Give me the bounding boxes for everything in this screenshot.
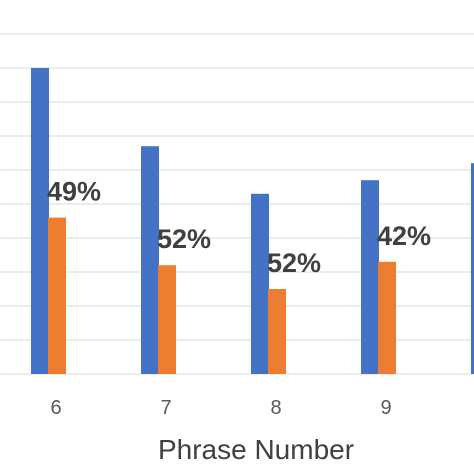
data-labels: 49% 52% 52% 42%	[47, 177, 431, 278]
data-label: 42%	[377, 221, 431, 251]
bar-series-2-cat-9	[378, 261, 396, 374]
bar-series-2-cat-7	[158, 265, 176, 374]
bars	[31, 68, 474, 374]
data-label: 52%	[157, 224, 211, 254]
bar-series-2-cat-6	[48, 217, 66, 374]
bar-series-1-cat-7	[141, 146, 159, 374]
bar-series-1-cat-10	[471, 163, 474, 374]
bar-series-1-cat-6	[31, 68, 49, 374]
data-label: 52%	[267, 248, 321, 278]
bar-series-1-cat-8	[251, 193, 269, 374]
bar-series-1-cat-9	[361, 180, 379, 374]
bar-series-2-cat-8	[268, 289, 286, 374]
x-tick-label: 6	[50, 397, 61, 419]
x-tick-label: 7	[160, 397, 171, 419]
gridlines	[0, 33, 474, 375]
data-label: 49%	[47, 177, 101, 207]
x-tick-label: 9	[380, 397, 391, 419]
x-tick-labels: 678910	[50, 397, 391, 419]
x-tick-label: 8	[270, 397, 281, 419]
x-axis-title: Phrase Number	[158, 434, 354, 465]
